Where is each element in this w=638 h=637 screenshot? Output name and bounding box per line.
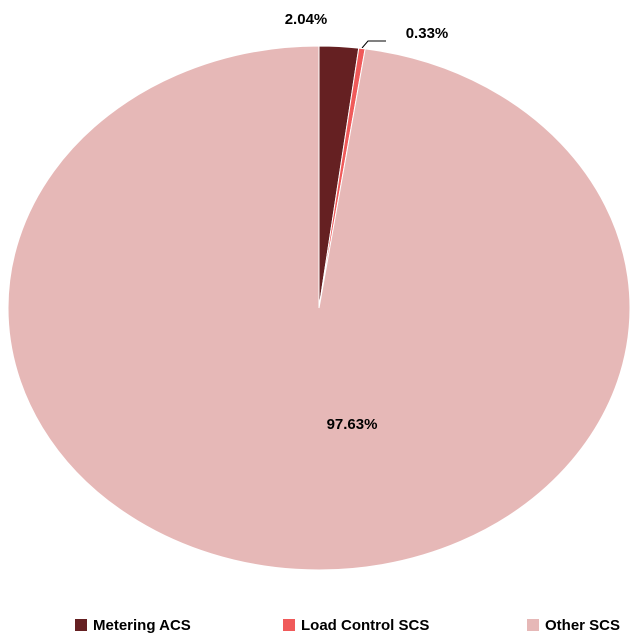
legend-label: Other SCS [545, 617, 620, 634]
legend-label: Metering ACS [93, 617, 191, 634]
legend-label: Load Control SCS [301, 617, 429, 634]
data-label: 0.33% [406, 25, 449, 42]
data-label: 97.63% [327, 416, 378, 433]
legend-swatch [283, 619, 295, 631]
pie-slice [7, 45, 631, 571]
data-label: 2.04% [285, 11, 328, 28]
leader-line [361, 40, 386, 49]
legend-swatch [527, 619, 539, 631]
legend-swatch [75, 619, 87, 631]
